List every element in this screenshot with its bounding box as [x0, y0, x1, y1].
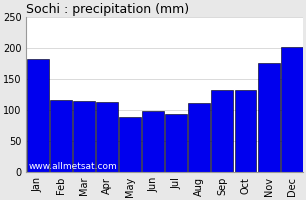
Bar: [165, 114, 187, 172]
Bar: [50, 100, 72, 172]
Bar: [27, 59, 49, 172]
Bar: [96, 102, 118, 172]
Bar: [211, 90, 233, 172]
Bar: [119, 117, 141, 172]
Bar: [73, 101, 95, 172]
Bar: [142, 111, 164, 172]
Bar: [258, 63, 280, 172]
Bar: [235, 90, 256, 172]
Text: Sochi : precipitation (mm): Sochi : precipitation (mm): [26, 3, 189, 16]
Bar: [281, 47, 303, 172]
Text: www.allmetsat.com: www.allmetsat.com: [29, 162, 118, 171]
Bar: [188, 103, 210, 172]
